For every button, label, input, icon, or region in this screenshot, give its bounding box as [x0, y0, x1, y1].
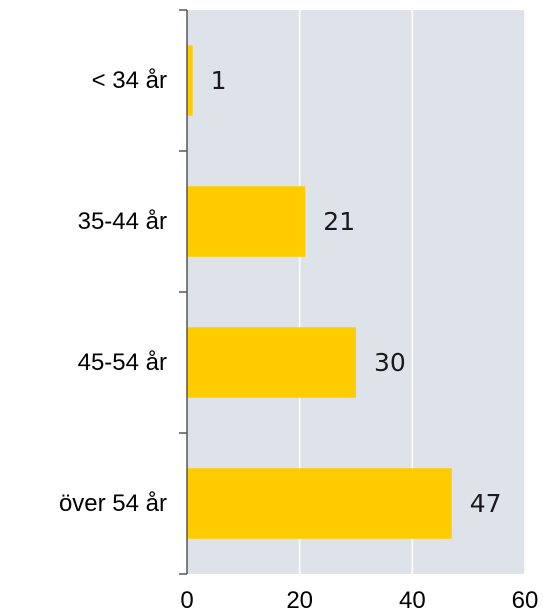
x-tick-label-0: 0: [180, 587, 193, 614]
bar-3: [187, 468, 452, 539]
data-label-2: 30: [374, 348, 406, 377]
x-tick-label-60: 60: [512, 587, 539, 614]
data-label-1: 21: [323, 207, 355, 236]
bar-0: [187, 45, 193, 116]
x-tick-labels: 0 20 40 60: [180, 587, 538, 614]
bars: [187, 45, 452, 539]
bar-2: [187, 327, 356, 398]
category-label-3: över 54 år: [59, 490, 167, 517]
category-label-1: 35-44 år: [78, 208, 167, 235]
data-labels: 1 21 30 47: [211, 66, 502, 518]
x-tick-label-40: 40: [399, 587, 426, 614]
bar-1: [187, 186, 306, 257]
x-tick-label-20: 20: [286, 587, 313, 614]
category-label-0: < 34 år: [92, 67, 167, 94]
data-label-0: 1: [211, 66, 227, 95]
y-axis: [179, 9, 188, 575]
data-label-3: 47: [470, 489, 502, 518]
category-labels: < 34 år 35-44 år 45-54 år över 54 år: [59, 67, 167, 517]
category-label-2: 45-54 år: [78, 349, 167, 376]
